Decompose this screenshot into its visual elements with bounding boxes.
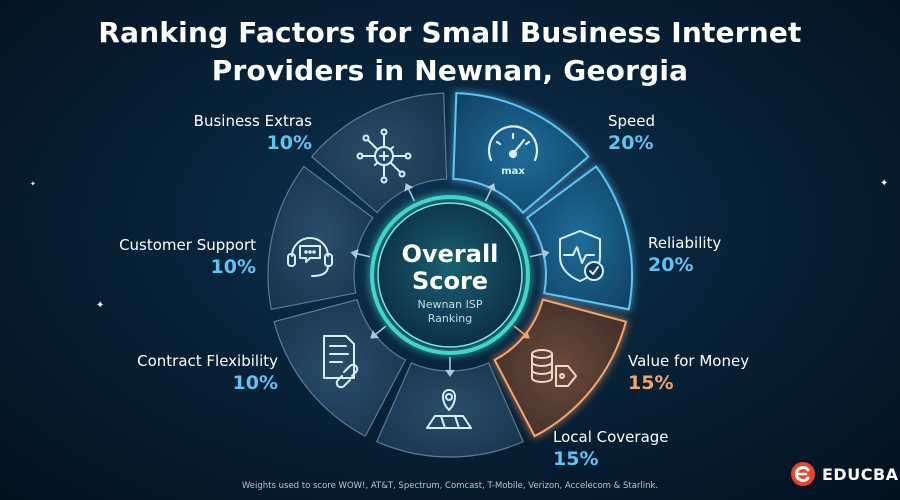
title-line-1: Ranking Factors for Small Business Inter… — [98, 16, 802, 49]
arrowhead-extras — [404, 183, 414, 192]
factor-name-value: Value for Money — [628, 352, 750, 370]
speed-icon-text: max — [501, 166, 525, 177]
factor-weight-extras: 10% — [266, 132, 312, 154]
segment-support — [267, 165, 374, 310]
factor-weight-reliability: 20% — [648, 254, 694, 276]
educba-logo-icon — [791, 462, 815, 486]
hub-subtitle-2: Ranking — [428, 312, 473, 325]
overall-score-hub: Overall Score Newnan ISP Ranking — [370, 195, 530, 355]
factor-name-speed: Speed — [608, 112, 656, 130]
factor-weight-speed: 20% — [608, 132, 654, 154]
factor-label-coverage: Local Coverage 15% — [553, 428, 669, 470]
factor-weight-coverage: 15% — [553, 448, 599, 470]
factor-name-extras: Business Extras — [193, 112, 312, 130]
brand-name: EDUCBA — [822, 464, 899, 484]
factor-label-value: Value for Money 15% — [628, 352, 749, 394]
sparkle-icon: ✦ — [96, 300, 105, 311]
arrowhead-speed — [486, 183, 496, 192]
speedometer-icon: max — [487, 125, 539, 177]
coins-tag-icon — [531, 349, 577, 387]
map-pin-icon — [426, 389, 472, 429]
factor-label-contract: Contract Flexibility 10% — [137, 352, 278, 394]
headset-chat-icon — [287, 237, 333, 277]
factor-weight-support: 10% — [210, 256, 256, 278]
arrowhead-reliability — [541, 249, 550, 259]
hub-glow-ring — [370, 195, 530, 355]
factor-name-reliability: Reliability — [648, 234, 722, 252]
sparkle-icon: ✦ — [880, 178, 889, 189]
contract-link-icon — [323, 335, 359, 389]
factor-label-support: Customer Support 10% — [119, 236, 256, 278]
factor-weight-contract: 10% — [232, 372, 278, 394]
hub-title-1: Overall — [402, 240, 499, 268]
hub-subtitle-1: Newnan ISP — [417, 298, 482, 311]
factor-name-support: Customer Support — [119, 236, 256, 254]
factor-weight-value: 15% — [628, 372, 674, 394]
page-title: Ranking Factors for Small Business Inter… — [0, 14, 900, 90]
factor-label-speed: Speed 20% — [608, 112, 655, 154]
title-line-2: Providers in Newnan, Georgia — [211, 54, 689, 87]
factor-name-contract: Contract Flexibility — [137, 352, 278, 370]
arrow-group — [350, 183, 550, 377]
gear-network-icon — [356, 128, 412, 184]
shield-check-icon — [559, 230, 604, 282]
segment-speed — [452, 92, 590, 214]
segment-extras — [310, 92, 448, 214]
arrowhead-coverage — [445, 369, 455, 377]
arrowhead-support — [350, 249, 359, 259]
factor-name-coverage: Local Coverage — [553, 428, 669, 446]
footnote: Weights used to score WOW!, AT&T, Spectr… — [241, 481, 659, 491]
sparkle-icon: ✦ — [30, 180, 36, 188]
factor-label-reliability: Reliability 20% — [648, 234, 721, 276]
hub-disc — [377, 202, 523, 348]
arrowhead-contract — [370, 330, 379, 339]
factor-label-extras: Business Extras 10% — [194, 112, 312, 154]
hub-title-2: Score — [412, 267, 488, 295]
arrowhead-value — [521, 330, 530, 339]
brand-logo: EDUCBA — [790, 460, 899, 488]
segment-reliability — [525, 165, 633, 311]
